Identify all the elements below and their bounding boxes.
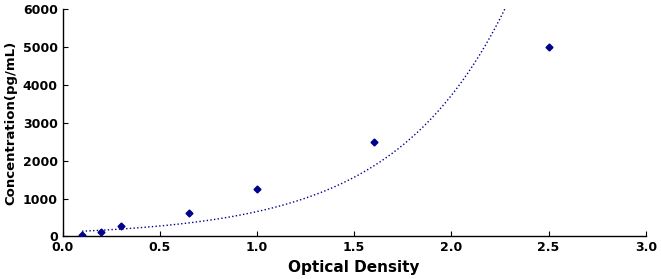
X-axis label: Optical Density: Optical Density: [288, 260, 420, 275]
Y-axis label: Concentration(pg/mL): Concentration(pg/mL): [4, 41, 17, 205]
